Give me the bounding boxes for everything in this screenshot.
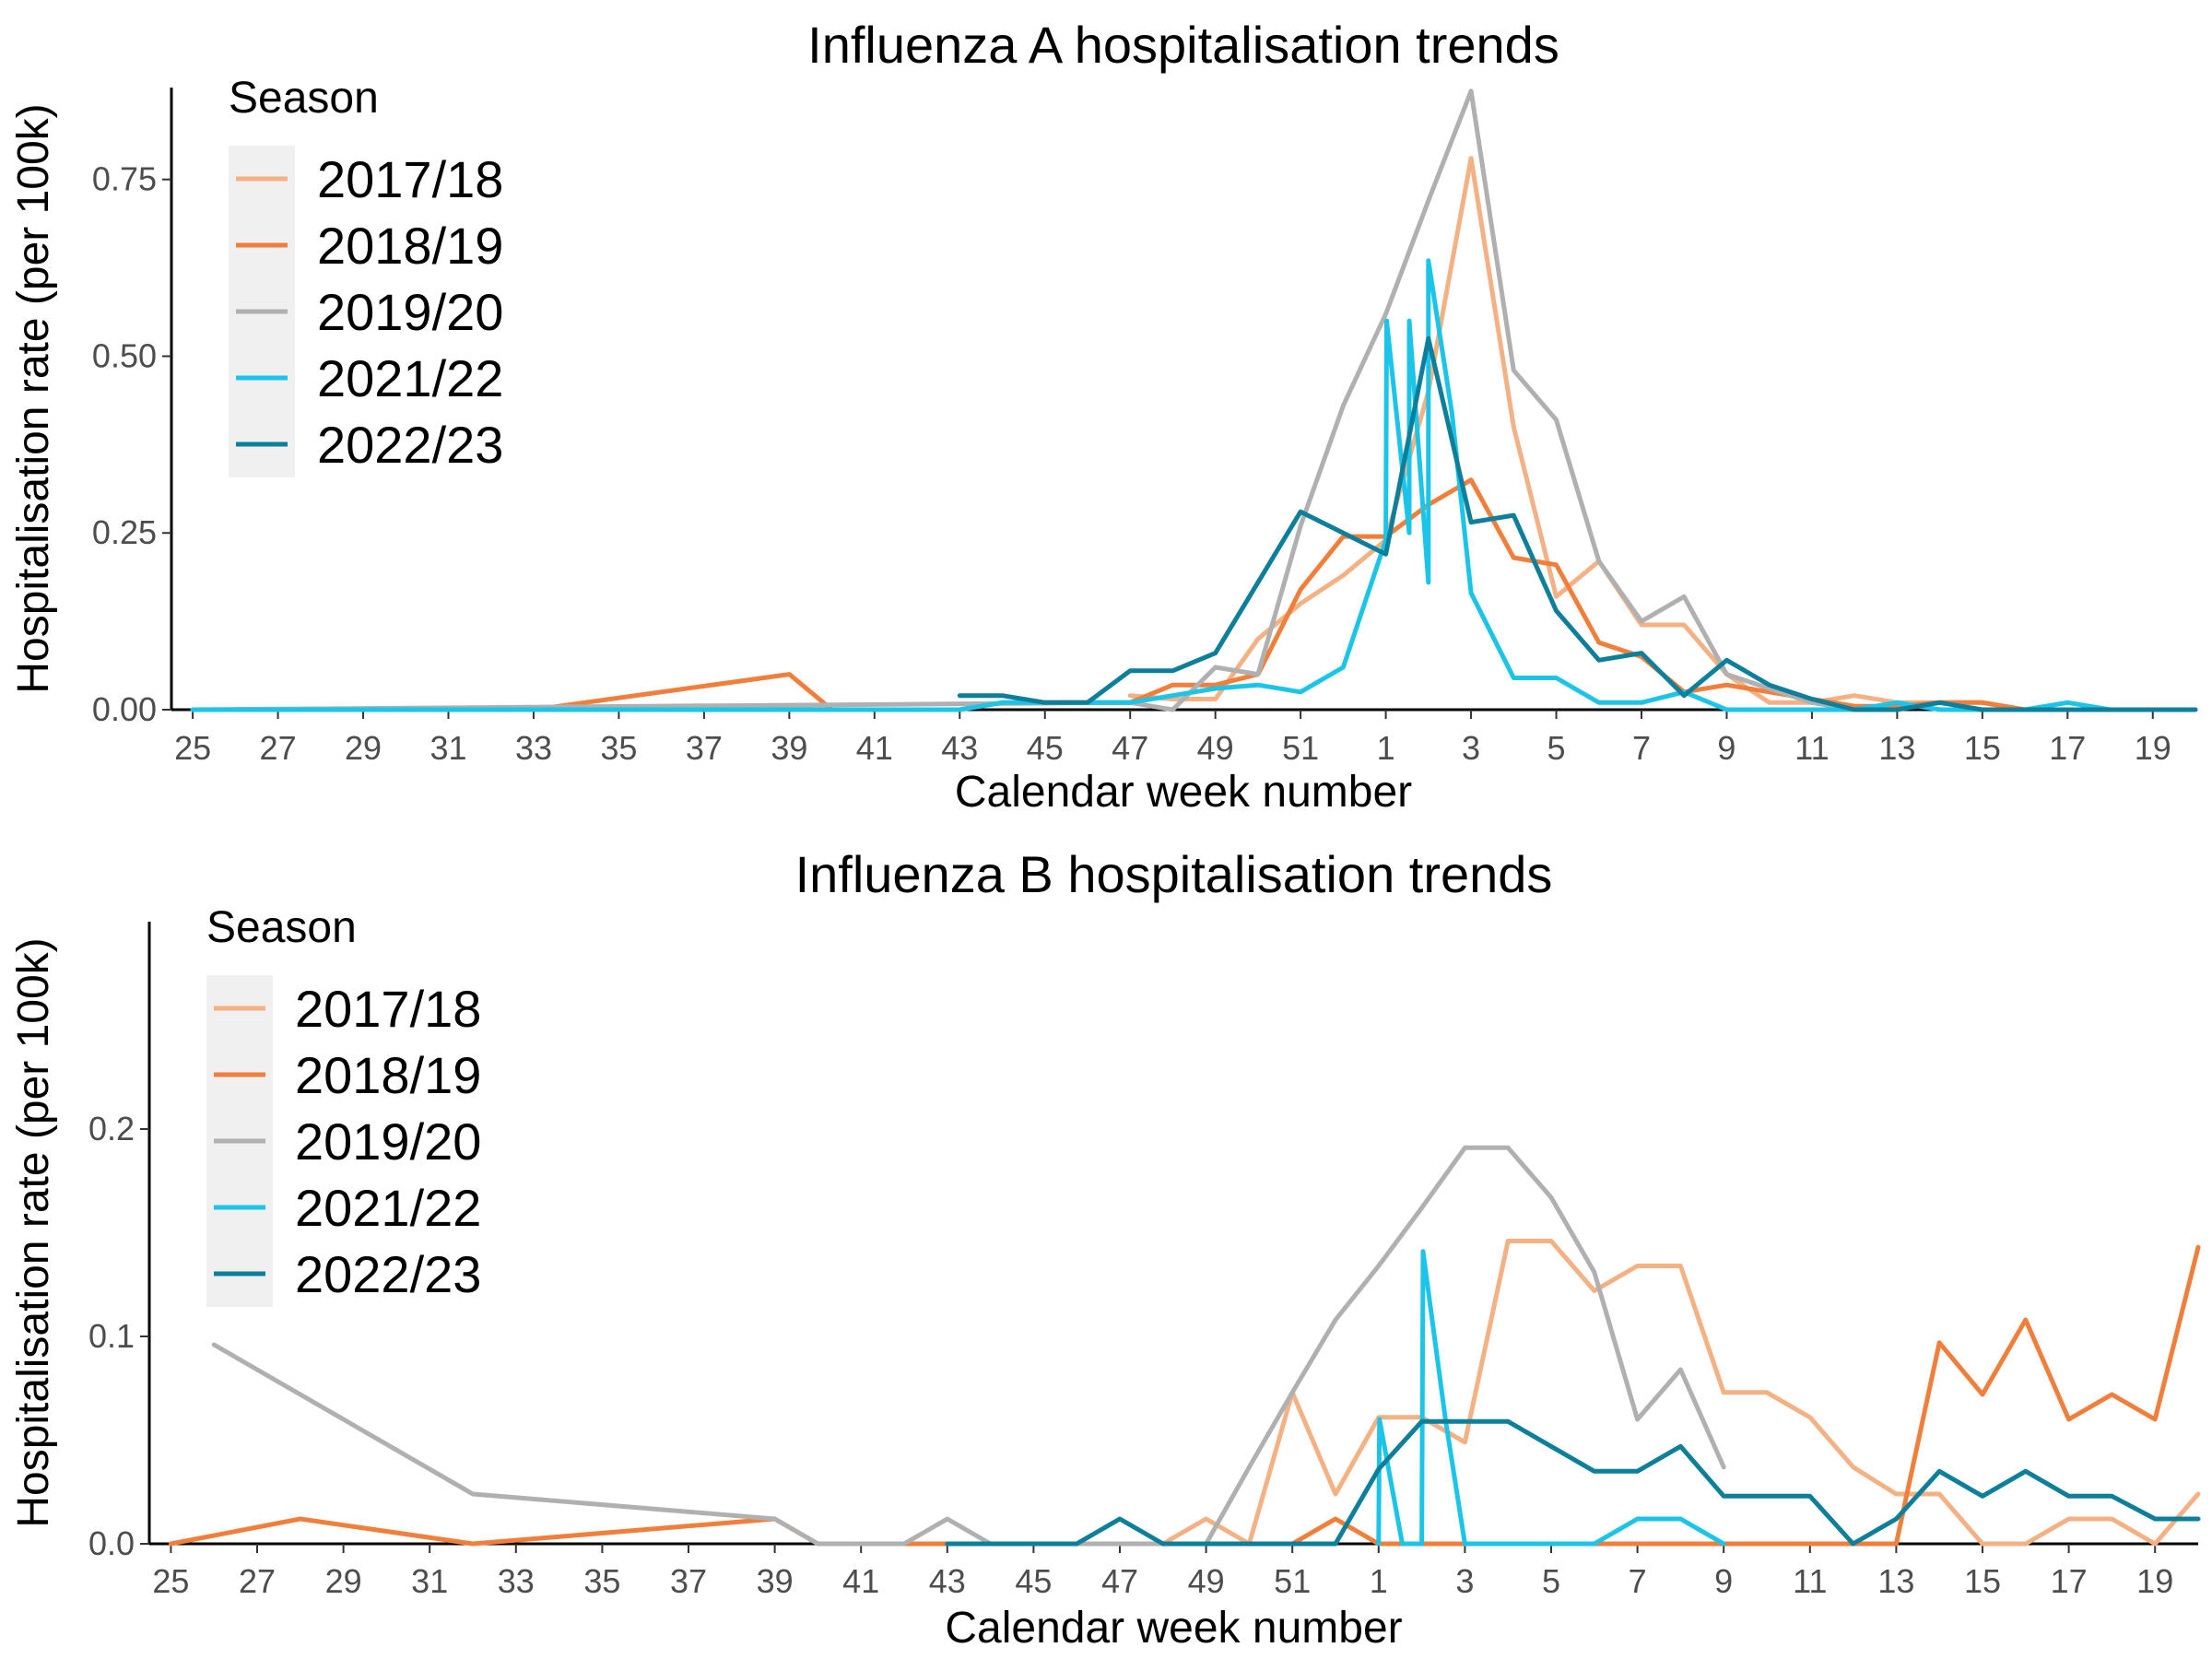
x-tick-label: 43 — [929, 1562, 966, 1600]
y-tick-label: 0.25 — [92, 513, 157, 551]
x-tick-label: 3 — [1462, 729, 1480, 767]
legend-label: 2022/23 — [295, 1245, 481, 1303]
x-tick-label: 19 — [2135, 729, 2171, 767]
x-tick-label: 19 — [2136, 1562, 2173, 1600]
y-tick-label: 0.0 — [88, 1524, 135, 1562]
influenza-b-legend: Season 2017/18 2018/19 2019/20 2021/22 2022/… — [206, 903, 481, 1307]
series-line-2021-22 — [1376, 1249, 1726, 1547]
x-tick-label: 25 — [152, 1562, 189, 1600]
series-line-2017-18 — [1160, 1239, 2201, 1547]
x-tick-label: 29 — [325, 1562, 362, 1600]
x-tick-label: 31 — [429, 729, 466, 767]
x-tick-label: 37 — [686, 729, 723, 767]
x-tick-label: 15 — [1964, 1562, 2001, 1600]
influenza-a-legend: Season 2017/18 2018/19 2019/20 2021/22 2022/… — [229, 74, 503, 477]
x-tick-label: 45 — [1015, 1562, 1052, 1600]
x-tick-label: 17 — [2049, 729, 2086, 767]
influenza-b-x-axis-label: Calendar week number — [945, 1604, 1402, 1653]
legend-label: 2022/23 — [317, 416, 503, 474]
x-tick-label: 7 — [1629, 1562, 1647, 1600]
y-tick-label: 0.1 — [88, 1317, 135, 1355]
y-tick-label: 0.75 — [92, 160, 157, 198]
x-tick-label: 35 — [600, 729, 637, 767]
x-tick-label: 41 — [842, 1562, 879, 1600]
influenza-a-y-axis-label: Hospitalisation rate (per 100k) — [9, 103, 58, 693]
x-tick-label: 49 — [1188, 1562, 1225, 1600]
y-tick-label: 0.50 — [92, 336, 157, 374]
influenza-a-legend-title: Season — [229, 74, 379, 123]
series-line-2019-20 — [190, 88, 1900, 712]
x-tick-label: 15 — [1964, 729, 2001, 767]
x-tick-label: 7 — [1632, 729, 1651, 767]
x-tick-label: 9 — [1717, 729, 1735, 767]
y-tick-label: 0.2 — [88, 1110, 135, 1147]
influenza-a-panel: Influenza A hospitalisation trends Calen… — [9, 16, 2198, 817]
x-tick-label: 37 — [670, 1562, 707, 1600]
x-tick-label: 51 — [1274, 1562, 1311, 1600]
series-lines — [190, 88, 2198, 712]
x-tick-label: 25 — [174, 729, 211, 767]
legend-label: 2018/19 — [295, 1046, 481, 1104]
x-tick-label: 11 — [1794, 729, 1829, 767]
influenza-a-x-axis-label: Calendar week number — [955, 768, 1412, 817]
series-line-2022-23 — [945, 1418, 2201, 1547]
x-tick-label: 31 — [411, 1562, 448, 1600]
legend-label: 2021/22 — [295, 1179, 481, 1237]
influenza-a-title: Influenza A hospitalisation trends — [807, 16, 1559, 74]
legend-label: 2019/20 — [317, 283, 503, 341]
influenza-b-panel: Influenza B hospitalisation trends Calen… — [9, 845, 2201, 1653]
legend-label: 2017/18 — [295, 980, 481, 1038]
x-tick-label: 47 — [1101, 1562, 1138, 1600]
legend-label: 2019/20 — [295, 1112, 481, 1171]
x-tick-label: 29 — [345, 729, 382, 767]
x-tick-label: 47 — [1112, 729, 1148, 767]
x-tick-label: 11 — [1793, 1562, 1827, 1600]
x-tick-label: 41 — [856, 729, 893, 767]
series-line-2017-18 — [1127, 156, 2028, 712]
series-line-2018-19 — [168, 1244, 2201, 1547]
x-tick-label: 1 — [1370, 1562, 1388, 1600]
x-tick-label: 27 — [239, 1562, 276, 1600]
x-tick-label: 5 — [1542, 1562, 1560, 1600]
x-tick-label: 3 — [1455, 1562, 1474, 1600]
series-lines — [168, 1145, 2201, 1547]
x-tick-label: 9 — [1714, 1562, 1733, 1600]
x-tick-label: 33 — [515, 729, 552, 767]
legend-label: 2017/18 — [317, 150, 503, 208]
series-line-2021-22 — [190, 258, 2198, 712]
legend-label: 2021/22 — [317, 349, 503, 407]
x-tick-label: 1 — [1377, 729, 1395, 767]
x-tick-label: 49 — [1197, 729, 1234, 767]
x-tick-label: 35 — [583, 1562, 620, 1600]
x-tick-label: 13 — [1878, 729, 1915, 767]
x-tick-label: 27 — [260, 729, 297, 767]
x-tick-label: 39 — [771, 729, 807, 767]
x-tick-label: 43 — [941, 729, 978, 767]
x-tick-label: 17 — [2051, 1562, 2088, 1600]
influenza-b-title: Influenza B hospitalisation trends — [795, 845, 1553, 903]
x-tick-label: 51 — [1282, 729, 1319, 767]
y-tick-label: 0.00 — [92, 690, 157, 728]
x-tick-label: 33 — [498, 1562, 535, 1600]
influenza-b-legend-title: Season — [206, 903, 357, 952]
series-line-2022-23 — [957, 335, 2198, 712]
legend-label: 2018/19 — [317, 217, 503, 275]
x-tick-label: 13 — [1877, 1562, 1914, 1600]
series-line-2019-20 — [211, 1145, 1726, 1547]
influenza-b-y-axis-label: Hospitalisation rate (per 100k) — [9, 937, 58, 1527]
x-tick-label: 39 — [757, 1562, 794, 1600]
x-tick-label: 5 — [1547, 729, 1566, 767]
x-tick-label: 45 — [1027, 729, 1064, 767]
